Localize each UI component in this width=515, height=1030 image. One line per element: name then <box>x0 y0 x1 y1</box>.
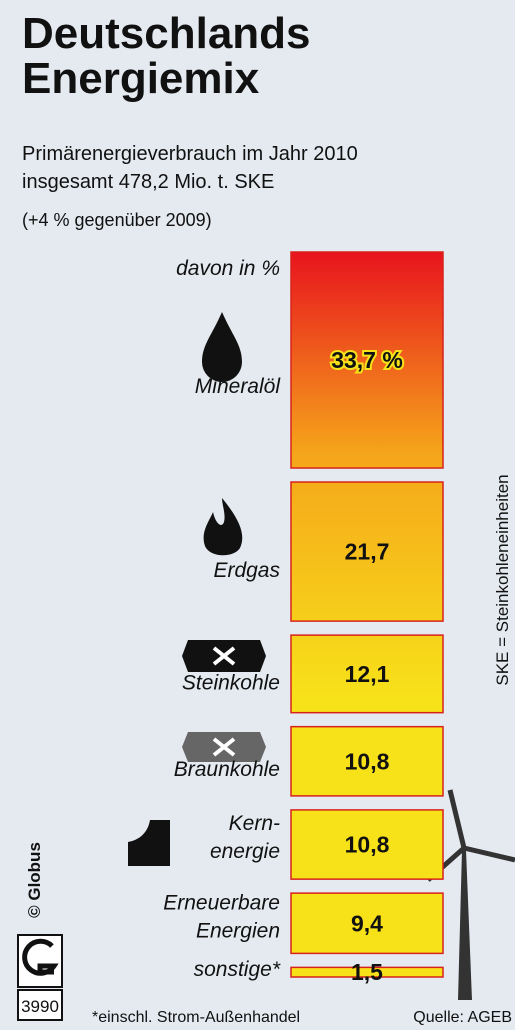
infographic: DeutschlandsEnergiemix Primärenergieverb… <box>0 0 515 1030</box>
code: 3990 <box>21 997 59 1016</box>
value-label: 33,7 % <box>331 347 403 373</box>
value-label: 12,1 <box>345 661 390 687</box>
unit-label: davon in % <box>176 257 280 280</box>
value-label: 10,8 <box>345 748 390 774</box>
category-label: sonstige* <box>194 958 281 981</box>
category-label: Erdgas <box>213 559 280 582</box>
value-label: 9,4 <box>351 910 383 936</box>
category-label: Mineralöl <box>195 375 282 398</box>
value-label: 10,8 <box>345 832 390 858</box>
value-label: 21,7 <box>345 539 390 565</box>
side-note: SKE = Steinkohleneinheiten <box>493 474 512 685</box>
coal-icon <box>182 640 266 672</box>
source: Quelle: AGEB <box>413 1009 512 1026</box>
category-label: Steinkohle <box>182 672 280 695</box>
category-label: Braunkohle <box>174 758 280 781</box>
credit: © Globus <box>25 842 44 918</box>
footnote: *einschl. Strom-Außenhandel <box>92 1009 300 1026</box>
change-note: (+4 % gegenüber 2009) <box>22 210 212 230</box>
value-label: 1,5 <box>351 959 383 985</box>
